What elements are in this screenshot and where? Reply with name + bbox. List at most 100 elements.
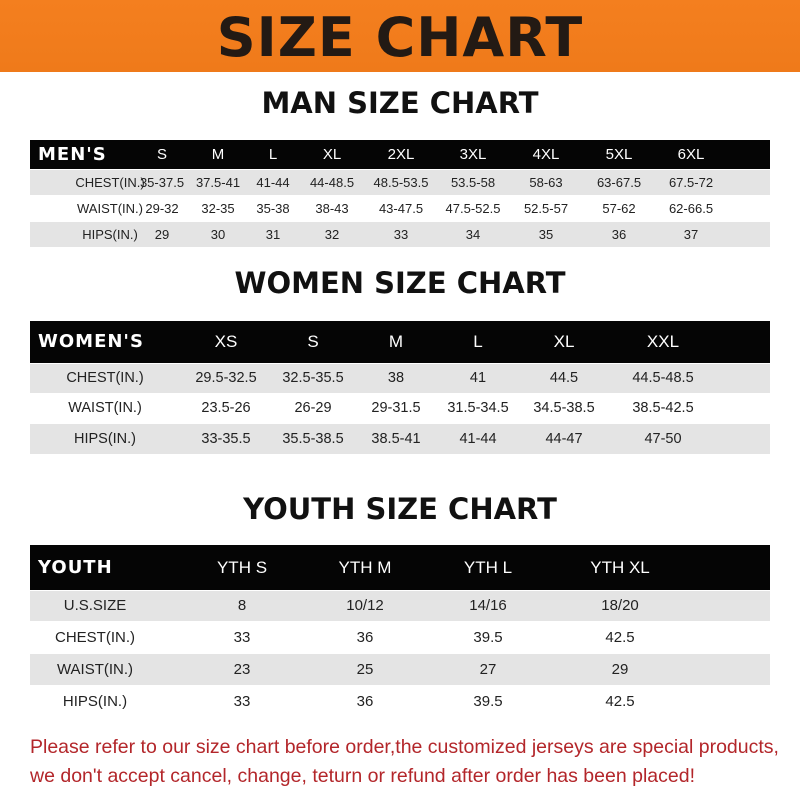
size-header-cell: 4XL (532, 146, 560, 163)
table-title-cell: MEN'S (38, 144, 107, 165)
measure-value-cell: 33 (233, 629, 251, 646)
measure-value-cell: 32-35 (201, 201, 235, 216)
measure-value-cell: 35.5-38.5 (282, 431, 344, 447)
measure-value-cell: 36 (356, 629, 374, 646)
measure-value-cell: 44.5-48.5 (632, 370, 694, 386)
measure-value-cell: 44.5 (549, 370, 579, 386)
youth-chart-title: YOUTH SIZE CHART (243, 492, 557, 526)
measure-value-cell: 29 (611, 661, 629, 678)
measure-value-cell: 47.5-52.5 (445, 201, 501, 216)
table-row: CHEST(IN.) 33 36 39.5 42.5 (30, 622, 770, 653)
size-header-cell: XXL (646, 332, 680, 351)
measure-value-cell: 18/20 (601, 597, 639, 614)
measure-value-cell: 39.5 (473, 629, 503, 646)
measure-label-cell: HIPS(IN.) (62, 693, 128, 710)
size-header-cell: S (156, 146, 168, 163)
measure-value-cell: 27 (479, 661, 497, 678)
measure-value-cell: 25 (356, 661, 374, 678)
measure-value-cell: 34.5-38.5 (533, 400, 595, 416)
measure-value-cell: 35-37.5 (139, 175, 185, 190)
measure-label-cell: WAIST(IN.) (77, 201, 143, 216)
measure-value-cell: 23.5-26 (201, 400, 251, 416)
measure-value-cell: 31 (265, 227, 281, 242)
measure-label-cell: HIPS(IN.) (82, 227, 138, 242)
measure-value-cell: 57-62 (602, 201, 636, 216)
size-header-cell: YTH M (338, 558, 392, 577)
measure-value-cell: 31.5-34.5 (447, 400, 509, 416)
measure-value-cell: 37.5-41 (195, 175, 241, 190)
measure-value-cell: 38.5-42.5 (632, 400, 694, 416)
notice-line-2: we don't accept cancel, change, teturn o… (30, 765, 695, 787)
size-header-cell: L (473, 332, 483, 351)
measure-label-cell: CHEST(IN.) (66, 370, 144, 386)
measure-value-cell: 33-35.5 (201, 431, 251, 447)
table-row: HIPS(IN.) 33-35.5 35.5-38.5 38.5-41 41-44 44-… (30, 424, 770, 454)
youth-size-table: YOUTH YTH S YTH M YTH L YTH XL U.S.SIZE 8 10/12… (30, 545, 770, 718)
measure-value-cell: 67.5-72 (668, 175, 714, 190)
banner-title: SIZE CHART (216, 6, 584, 69)
measure-label-cell: WAIST(IN.) (68, 400, 142, 416)
table-row: CHEST(IN.) 29.5-32.5 32.5-35.5 38 41 44.5 44.5… (30, 364, 770, 393)
measure-value-cell: 23 (233, 661, 251, 678)
measure-value-cell: 29-32 (145, 201, 179, 216)
measure-value-cell: 41-44 (256, 175, 290, 190)
measure-value-cell: 41 (469, 370, 487, 386)
table-title-cell: YOUTH (38, 557, 113, 578)
measure-value-cell: 42.5 (605, 693, 635, 710)
measure-value-cell: 39.5 (473, 693, 503, 710)
size-header-cell: XL (322, 146, 342, 163)
size-header-cell: S (307, 332, 319, 351)
size-header-cell: XL (553, 332, 575, 351)
table-header-row: MEN'S S M L XL 2XL 3XL 4XL 5XL 6XL (30, 140, 770, 169)
measure-value-cell: 42.5 (605, 629, 635, 646)
measure-value-cell: 14/16 (469, 597, 507, 614)
table-row: CHEST(IN.) 35-37.5 37.5-41 41-44 44-48.5 48.5… (30, 170, 770, 195)
size-header-cell: 3XL (459, 146, 487, 163)
measure-value-cell: 34 (465, 227, 481, 242)
measure-value-cell: 48.5-53.5 (373, 175, 429, 190)
measure-value-cell: 43-47.5 (378, 201, 424, 216)
measure-label-cell: HIPS(IN.) (73, 431, 137, 447)
order-notice: Please refer to our size chart before or… (30, 733, 790, 791)
measure-value-cell: 41-44 (459, 431, 497, 447)
measure-value-cell: 33 (233, 693, 251, 710)
table-row: WAIST(IN.) 23.5-26 26-29 29-31.5 31.5-34.5 34… (30, 394, 770, 423)
table-header-row: YOUTH YTH S YTH M YTH L YTH XL (30, 545, 770, 590)
measure-label-cell: CHEST(IN.) (75, 175, 145, 190)
measure-value-cell: 35-38 (256, 201, 290, 216)
measure-value-cell: 58-63 (529, 175, 563, 190)
measure-value-cell: 52.5-57 (523, 201, 569, 216)
measure-value-cell: 29 (154, 227, 170, 242)
size-header-cell: YTH L (463, 558, 513, 577)
table-title-cell: WOMEN'S (38, 331, 144, 352)
size-header-cell: 5XL (605, 146, 633, 163)
measure-value-cell: 32 (324, 227, 340, 242)
men-size-table: MEN'S S M L XL 2XL 3XL 4XL 5XL 6XL CHEST(IN.) 35-37… (30, 140, 770, 248)
measure-value-cell: 33 (393, 227, 409, 242)
measure-value-cell: 63-67.5 (596, 175, 642, 190)
size-header-cell: 6XL (677, 146, 705, 163)
table-row: U.S.SIZE 8 10/12 14/16 18/20 (30, 591, 770, 621)
measure-label-cell: CHEST(IN.) (55, 629, 135, 646)
size-header-cell: XS (214, 332, 238, 351)
measure-label-cell: U.S.SIZE (63, 597, 127, 614)
size-header-cell: YTH S (216, 558, 268, 577)
men-chart-title: MAN SIZE CHART (261, 86, 539, 120)
table-row: HIPS(IN.) 33 36 39.5 42.5 (30, 686, 770, 717)
measure-value-cell: 30 (210, 227, 226, 242)
measure-value-cell: 47-50 (644, 431, 682, 447)
measure-value-cell: 26-29 (294, 400, 332, 416)
size-header-cell: YTH XL (590, 558, 650, 577)
women-chart-title: WOMEN SIZE CHART (234, 266, 566, 300)
size-header-cell: M (388, 332, 404, 351)
table-row: WAIST(IN.) 29-32 32-35 35-38 38-43 43-47.5 47.… (30, 196, 770, 221)
measure-value-cell: 10/12 (346, 597, 384, 614)
measure-value-cell: 29.5-32.5 (195, 370, 257, 386)
measure-value-cell: 36 (356, 693, 374, 710)
measure-value-cell: 38.5-41 (371, 431, 421, 447)
size-header-cell: 2XL (387, 146, 415, 163)
measure-value-cell: 38 (387, 370, 405, 386)
table-row: HIPS(IN.) 29 30 31 32 33 34 35 36 37 (30, 222, 770, 247)
measure-value-cell: 44-47 (545, 431, 583, 447)
measure-value-cell: 36 (611, 227, 627, 242)
